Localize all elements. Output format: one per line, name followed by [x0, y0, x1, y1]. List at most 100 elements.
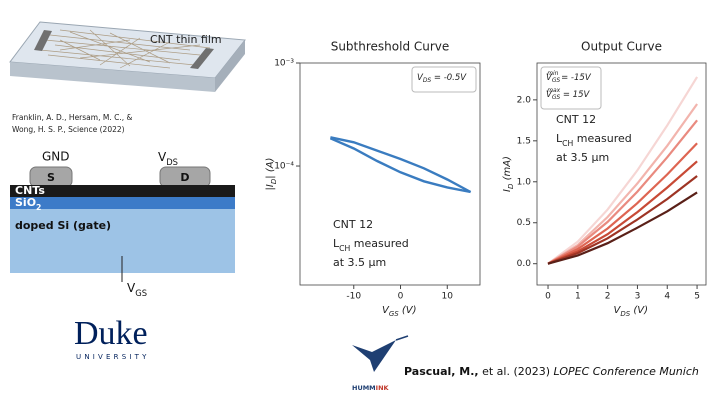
vds-label: VDS — [158, 150, 178, 167]
text-part: GS — [389, 310, 399, 318]
text-part: |I — [265, 184, 276, 190]
text-part: max — [547, 87, 560, 94]
text-part: CNT 12 — [333, 218, 373, 231]
film-side — [215, 40, 245, 92]
text-part: V — [382, 305, 390, 316]
text-part: min — [547, 70, 558, 77]
x-axis-label: VDS (V) — [614, 305, 649, 318]
y-tick-label: 1.0 — [517, 177, 532, 187]
text-part: D — [507, 183, 515, 189]
duke-logo: Duke — [74, 315, 148, 352]
data-line — [547, 103, 698, 265]
text-part: 2 — [36, 203, 41, 212]
text-part: I — [502, 189, 513, 192]
data-line — [547, 76, 699, 265]
annotation: at 3.5 µm — [333, 256, 386, 269]
film-label: CNT thin film — [150, 33, 222, 46]
text-part: DS — [166, 157, 178, 167]
plot-frame — [536, 62, 707, 286]
logo-part: HUMM — [352, 384, 376, 392]
annotation: at 3.5 µm — [556, 151, 609, 164]
reference-venue: LOPEC Conference Munich — [554, 365, 699, 378]
chart-title: Output Curve — [581, 40, 662, 54]
annotation-box — [540, 66, 602, 110]
text-part: L — [556, 132, 563, 145]
vgs-label: VGS — [127, 281, 147, 298]
annotation: LCH measured — [556, 132, 632, 148]
text-part: (V) — [630, 305, 648, 316]
text-part: (V) — [399, 305, 417, 316]
x-tick-label: 1 — [575, 292, 581, 302]
y-tick-label: 10⁻³ — [274, 59, 294, 69]
y-tick-label: 2.0 — [517, 95, 532, 105]
hummink-logo: HUMMINK — [352, 384, 390, 392]
x-tick-label: 4 — [664, 292, 670, 302]
x-axis-label: VGS (V) — [382, 305, 417, 318]
reference-author: Pascual, M., — [404, 365, 479, 378]
data-line — [330, 136, 472, 194]
annotation-box-text: VGSmin = -15V — [546, 70, 592, 84]
text-part: CH — [562, 139, 573, 148]
electrode — [190, 48, 214, 69]
x-tick-label: -10 — [346, 292, 361, 302]
data-line — [547, 119, 698, 265]
text-part: V — [614, 305, 622, 316]
text-part: CH — [339, 244, 350, 253]
data-line — [547, 142, 698, 265]
text-part: measured — [350, 237, 408, 250]
text-part: (mA) — [502, 156, 513, 184]
text-part: | (A) — [265, 158, 276, 179]
oxide-layer — [10, 197, 235, 209]
cnt-texture — [39, 29, 211, 69]
text-part: CNT 12 — [556, 113, 596, 126]
data-line — [329, 137, 471, 194]
source-label: S — [47, 171, 55, 184]
text-part: SiO — [15, 196, 36, 209]
data-line — [547, 191, 698, 265]
x-tick-label: 3 — [635, 292, 641, 302]
drain-label: D — [180, 171, 189, 184]
x-tick-label: 0 — [398, 292, 404, 302]
citation: Wong, H. S. P., Science (2022) — [12, 125, 125, 134]
text-part: = 15V — [560, 90, 590, 100]
text-part: = -15V — [558, 73, 591, 83]
cnt-layer — [10, 185, 235, 197]
y-axis-label: |ID| (A) — [265, 158, 278, 191]
data-line — [547, 175, 698, 265]
x-tick-label: 0 — [545, 292, 551, 302]
x-tick-label: 10 — [442, 292, 454, 302]
chart-title: Subthreshold Curve — [331, 40, 450, 54]
duke-subtitle: UNIVERSITY — [76, 353, 150, 361]
annotation-box — [411, 66, 477, 93]
text-part: at 3.5 µm — [556, 151, 609, 164]
text-part: GS — [135, 288, 147, 298]
plot-frame — [299, 62, 481, 286]
reference-text: et al. (2023) — [479, 365, 554, 378]
gnd-label: GND — [42, 150, 70, 164]
y-tick-label: 0.0 — [517, 259, 532, 269]
cnt-label: CNTs — [15, 184, 45, 197]
gate-label: doped Si (gate) — [15, 219, 111, 232]
text-part: V — [546, 90, 553, 100]
y-tick-label: 10⁻⁴ — [274, 162, 294, 172]
text-part: DS — [620, 310, 630, 318]
hummink-beak — [395, 335, 409, 341]
citation: Franklin, A. D., Hersam, M. C., & — [12, 113, 132, 122]
annotation-box-text: VGSmax = 15V — [546, 87, 590, 101]
y-tick-label: 0.5 — [517, 218, 531, 228]
text-part: V — [127, 281, 136, 295]
text-part: V — [546, 73, 553, 83]
reference: Pascual, M., et al. (2023) LOPEC Confere… — [404, 365, 699, 378]
hummink-bird — [352, 340, 396, 372]
film-front — [10, 62, 215, 92]
logo-part: INK — [376, 384, 390, 392]
annotation: LCH measured — [333, 237, 409, 253]
text-part: V — [158, 150, 167, 164]
electrode — [34, 30, 52, 51]
text-part: DS — [423, 77, 432, 84]
annotation: CNT 12 — [333, 218, 373, 231]
text-part: GS — [552, 77, 561, 84]
y-axis-label: ID (mA) — [502, 156, 515, 192]
